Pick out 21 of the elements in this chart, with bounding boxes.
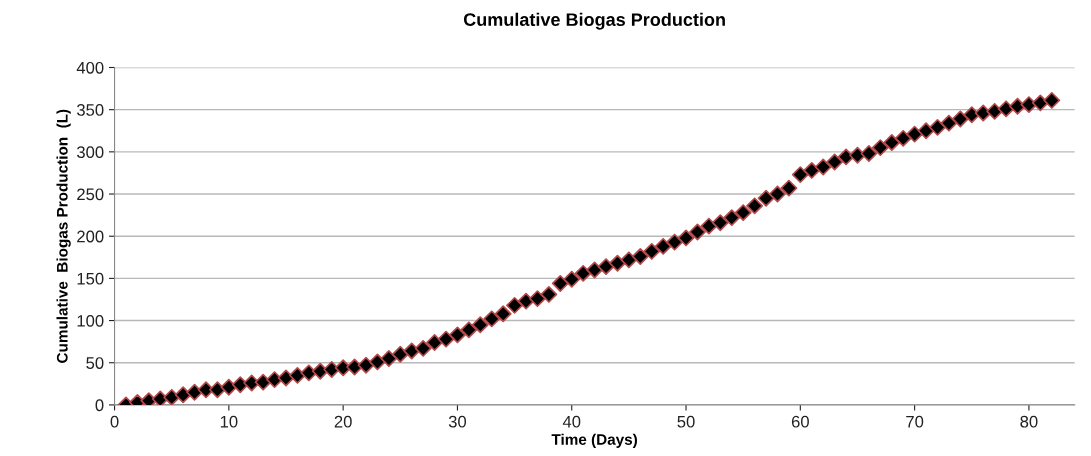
x-tick-label: 50 bbox=[677, 415, 695, 428]
y-tick-label: 250 bbox=[77, 188, 104, 201]
y-tick-label: 200 bbox=[77, 230, 104, 243]
x-tick-label: 10 bbox=[220, 415, 238, 428]
x-tick-label: 20 bbox=[334, 415, 352, 428]
x-tick-label: 30 bbox=[448, 415, 467, 428]
y-tick-label: 300 bbox=[76, 146, 104, 159]
y-tick-label: 0 bbox=[95, 399, 104, 412]
x-axis-title: Time (Days) bbox=[551, 433, 637, 448]
x-tick-label: 0 bbox=[110, 415, 119, 428]
chart-title: Cumulative Biogas Production bbox=[463, 12, 725, 30]
x-tick-label: 40 bbox=[562, 415, 581, 428]
x-tick-label: 70 bbox=[906, 415, 924, 428]
y-tick-label: 350 bbox=[76, 104, 104, 116]
y-tick-label: 400 bbox=[76, 61, 104, 74]
y-axis-title: Cumulative Biogas Production (L) bbox=[56, 109, 71, 363]
y-tick-label: 100 bbox=[77, 314, 104, 327]
y-tick-label: 150 bbox=[77, 272, 104, 285]
x-tick-label: 60 bbox=[791, 415, 809, 428]
x-tick-label: 80 bbox=[1020, 415, 1038, 428]
y-tick-label: 50 bbox=[86, 357, 104, 369]
